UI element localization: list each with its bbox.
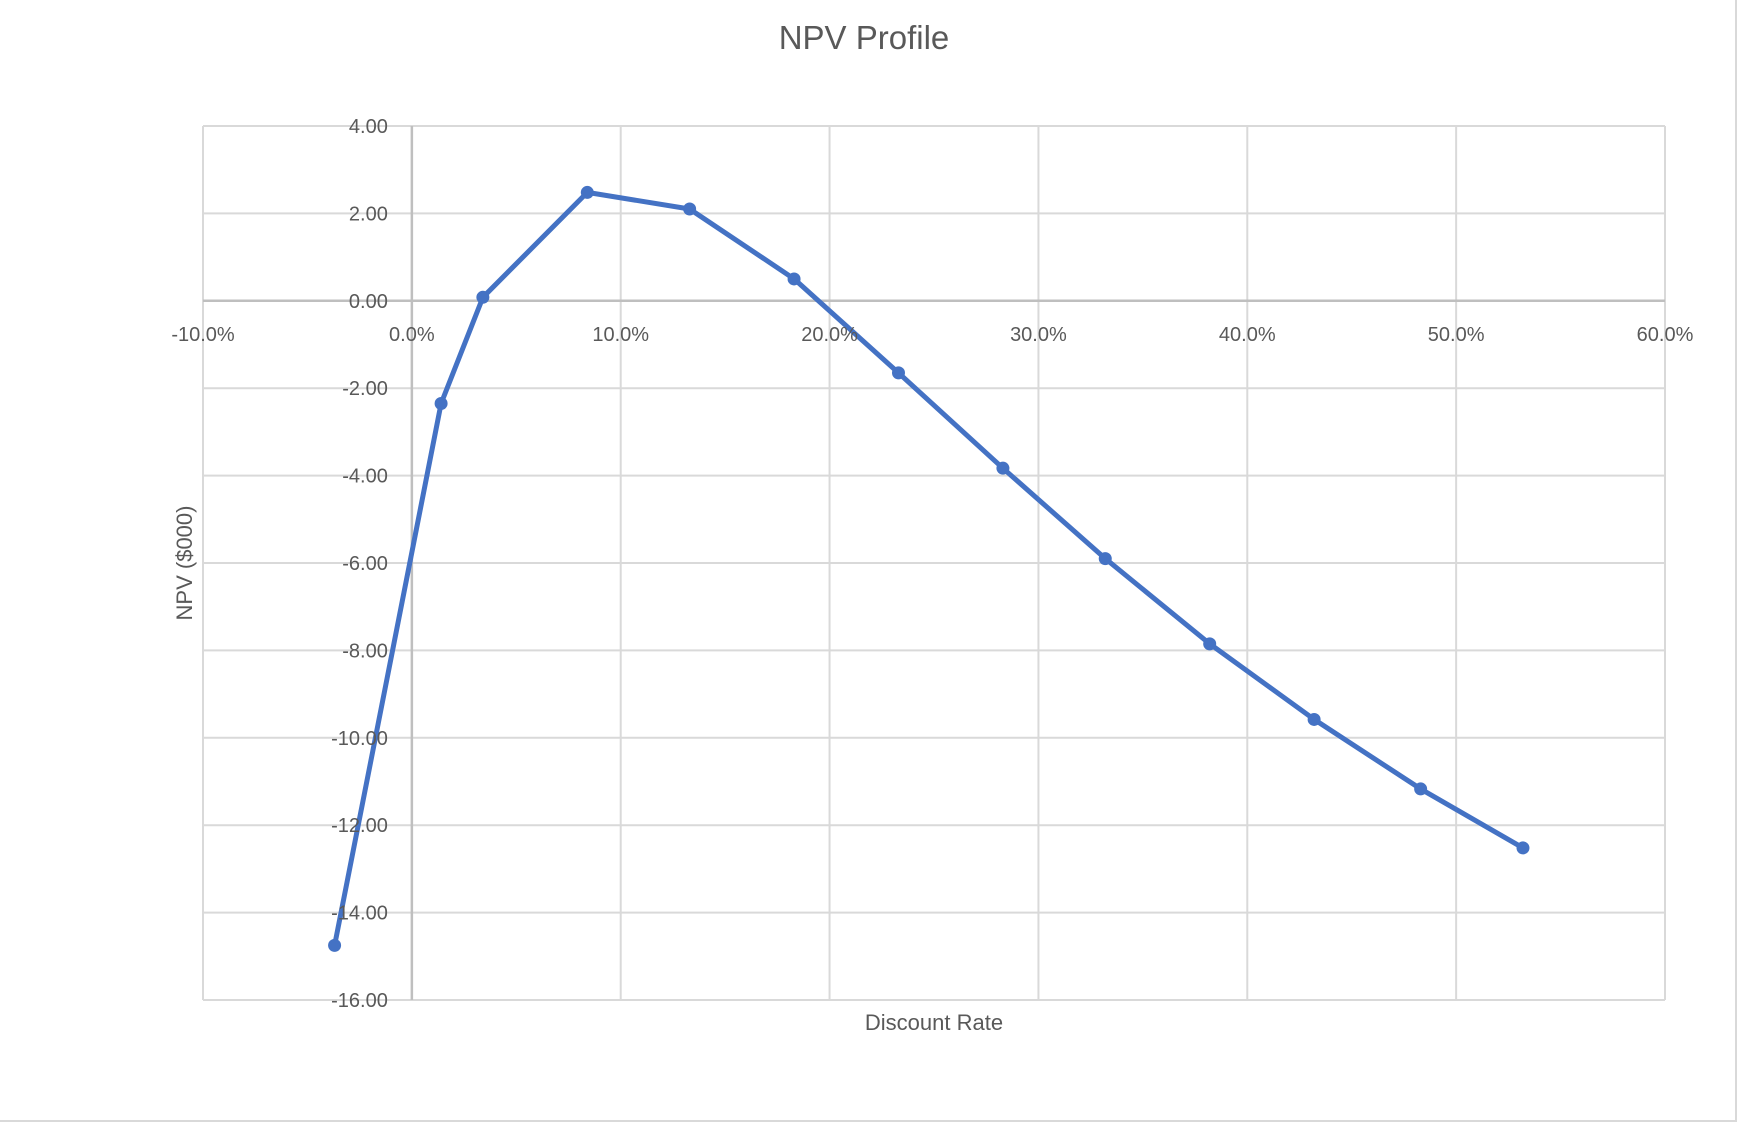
y-tick-label: -12.00 [331,815,388,837]
y-tick-label: -8.00 [342,640,388,662]
chart-title: NPV Profile [779,19,950,56]
x-axis-title: Discount Rate [865,1010,1003,1035]
y-tick-label: 2.00 [349,203,388,225]
y-tick-label: 0.00 [349,291,388,313]
npv-data-point [891,366,905,380]
y-tick-label: -14.00 [331,903,388,925]
npv-data-point [787,272,801,286]
npv-data-point [434,396,448,410]
npv-data-point [996,461,1010,475]
y-tick-label: -10.00 [331,728,388,750]
npv-data-point [1414,782,1428,796]
y-tick-label: -6.00 [342,553,388,575]
npv-data-point [476,290,490,304]
x-tick-label: 50.0% [1428,324,1485,346]
y-tick-label: -2.00 [342,378,388,400]
x-tick-label: 10.0% [592,324,649,346]
x-tick-label: -10.0% [171,324,235,346]
npv-series-line [332,189,1526,948]
npv-data-point [1307,712,1321,726]
npv-data-point [1516,841,1530,855]
x-tick-label: 0.0% [389,324,435,346]
y-tick-label: -16.00 [331,990,388,1012]
x-tick-label: 40.0% [1219,324,1276,346]
npv-data-point [328,938,342,952]
npv-data-point [683,202,697,216]
npv-data-point [1098,552,1112,566]
npv-data-point [580,185,594,199]
x-tick-label: 30.0% [1010,324,1067,346]
y-axis-title: NPV ($000) [172,506,197,621]
npv-data-point [1203,637,1217,651]
x-tick-label: 20.0% [801,324,858,346]
y-tick-label: 4.00 [349,116,388,138]
x-tick-label: 60.0% [1637,324,1694,346]
y-tick-label: -4.00 [342,466,388,488]
